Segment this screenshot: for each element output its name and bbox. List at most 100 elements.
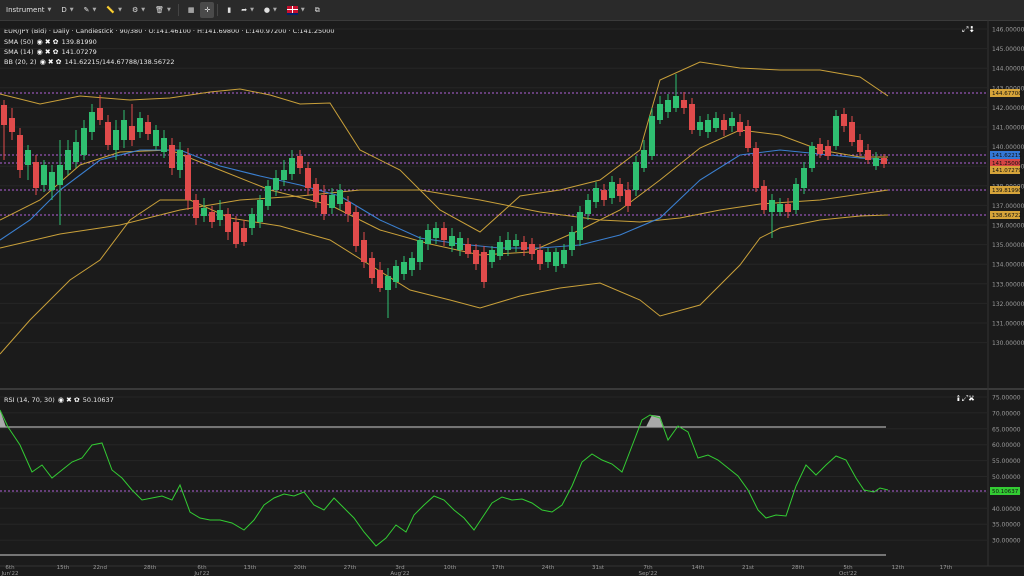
candle[interactable]	[817, 144, 823, 154]
candle[interactable]	[441, 228, 447, 240]
candle[interactable]	[433, 228, 439, 238]
ruler-button[interactable]: 📏 ▼	[102, 2, 126, 18]
expand-collapse-icon[interactable]: ⬆⤢✖	[955, 394, 975, 403]
candle[interactable]	[209, 212, 215, 222]
candle[interactable]	[385, 276, 391, 290]
candle[interactable]	[57, 165, 63, 185]
candle[interactable]	[217, 210, 223, 220]
eye-icon[interactable]: ◉	[36, 48, 43, 56]
delete-button[interactable]: 🗑 ▼	[151, 2, 175, 18]
candle[interactable]	[633, 162, 639, 190]
candle[interactable]	[161, 138, 167, 152]
candle[interactable]	[641, 150, 647, 168]
candle[interactable]	[129, 126, 135, 140]
candle[interactable]	[273, 178, 279, 190]
candle[interactable]	[489, 250, 495, 262]
candle[interactable]	[857, 140, 863, 152]
candle[interactable]	[137, 118, 143, 132]
candle[interactable]	[865, 150, 871, 160]
candle[interactable]	[777, 204, 783, 212]
candle[interactable]	[705, 120, 711, 132]
candle[interactable]	[257, 200, 263, 222]
candle[interactable]	[649, 116, 655, 156]
candle[interactable]	[753, 148, 759, 188]
candle[interactable]	[737, 122, 743, 132]
candle[interactable]	[841, 114, 847, 126]
candle[interactable]	[233, 222, 239, 244]
candle[interactable]	[41, 165, 47, 185]
candle[interactable]	[793, 184, 799, 210]
language-button[interactable]: ▼	[283, 2, 309, 18]
candle[interactable]	[689, 104, 695, 130]
instrument-selector[interactable]: Instrument ▼	[2, 2, 55, 18]
candle[interactable]	[761, 186, 767, 210]
candle[interactable]	[121, 120, 127, 140]
candle[interactable]	[601, 190, 607, 200]
candle[interactable]	[81, 128, 87, 155]
candle[interactable]	[1, 105, 7, 125]
candle[interactable]	[297, 156, 303, 168]
candle[interactable]	[313, 184, 319, 202]
candle[interactable]	[393, 266, 399, 282]
candle[interactable]	[409, 258, 415, 270]
chart-type-button[interactable]: ▮	[223, 2, 235, 18]
candle[interactable]	[353, 212, 359, 246]
candle[interactable]	[553, 252, 559, 266]
gear-icon[interactable]: ✿	[55, 58, 62, 66]
candle[interactable]	[521, 242, 527, 250]
indicators-button[interactable]: ⚙ ▼	[128, 2, 149, 18]
candle[interactable]	[17, 135, 23, 170]
candle[interactable]	[609, 182, 615, 198]
crosshair-button[interactable]: ✛	[200, 2, 215, 18]
eye-icon[interactable]: ◉	[39, 58, 46, 66]
candle[interactable]	[673, 96, 679, 108]
candle[interactable]	[105, 122, 111, 145]
candle[interactable]	[537, 250, 543, 264]
candle[interactable]	[337, 190, 343, 204]
candle[interactable]	[265, 186, 271, 206]
candle[interactable]	[49, 172, 55, 190]
candle[interactable]	[457, 238, 463, 250]
candle[interactable]	[561, 250, 567, 264]
candle[interactable]	[177, 150, 183, 170]
candle[interactable]	[545, 252, 551, 262]
expand-collapse-icon[interactable]: ⤢⬇	[962, 25, 976, 34]
candle[interactable]	[769, 200, 775, 212]
candle[interactable]	[153, 130, 159, 146]
layout-button[interactable]: ▦	[184, 2, 199, 18]
candle[interactable]	[361, 240, 367, 262]
candle[interactable]	[657, 104, 663, 120]
close-icon[interactable]: ✖	[47, 58, 54, 66]
rsi-legend[interactable]: RSI (14, 70, 30) ◉ ✖ ✿ 50.10637	[4, 396, 114, 404]
candle[interactable]	[617, 184, 623, 196]
sma50-legend[interactable]: SMA (50) ◉ ✖ ✿ 139.81990	[4, 38, 97, 46]
candle[interactable]	[241, 228, 247, 242]
close-icon[interactable]: ✖	[44, 38, 51, 46]
candle[interactable]	[225, 214, 231, 232]
sma14-legend[interactable]: SMA (14) ◉ ✖ ✿ 141.07279	[4, 48, 97, 56]
candle[interactable]	[73, 142, 79, 162]
candle[interactable]	[785, 204, 791, 212]
candle[interactable]	[665, 100, 671, 112]
candle[interactable]	[569, 232, 575, 250]
candle[interactable]	[377, 270, 383, 288]
candle[interactable]	[33, 162, 39, 188]
candle[interactable]	[465, 244, 471, 254]
candle[interactable]	[345, 202, 351, 214]
gear-icon[interactable]: ✿	[52, 38, 59, 46]
candle[interactable]	[729, 118, 735, 126]
candle[interactable]	[481, 252, 487, 282]
candle[interactable]	[681, 100, 687, 108]
candle[interactable]	[577, 212, 583, 240]
candle[interactable]	[529, 244, 535, 254]
candle[interactable]	[881, 158, 887, 164]
candle[interactable]	[249, 214, 255, 228]
candle[interactable]	[745, 126, 751, 148]
candle[interactable]	[305, 168, 311, 188]
candle[interactable]	[825, 146, 831, 156]
candle[interactable]	[873, 158, 879, 166]
candle[interactable]	[169, 145, 175, 168]
candle[interactable]	[289, 158, 295, 174]
candle[interactable]	[593, 188, 599, 202]
